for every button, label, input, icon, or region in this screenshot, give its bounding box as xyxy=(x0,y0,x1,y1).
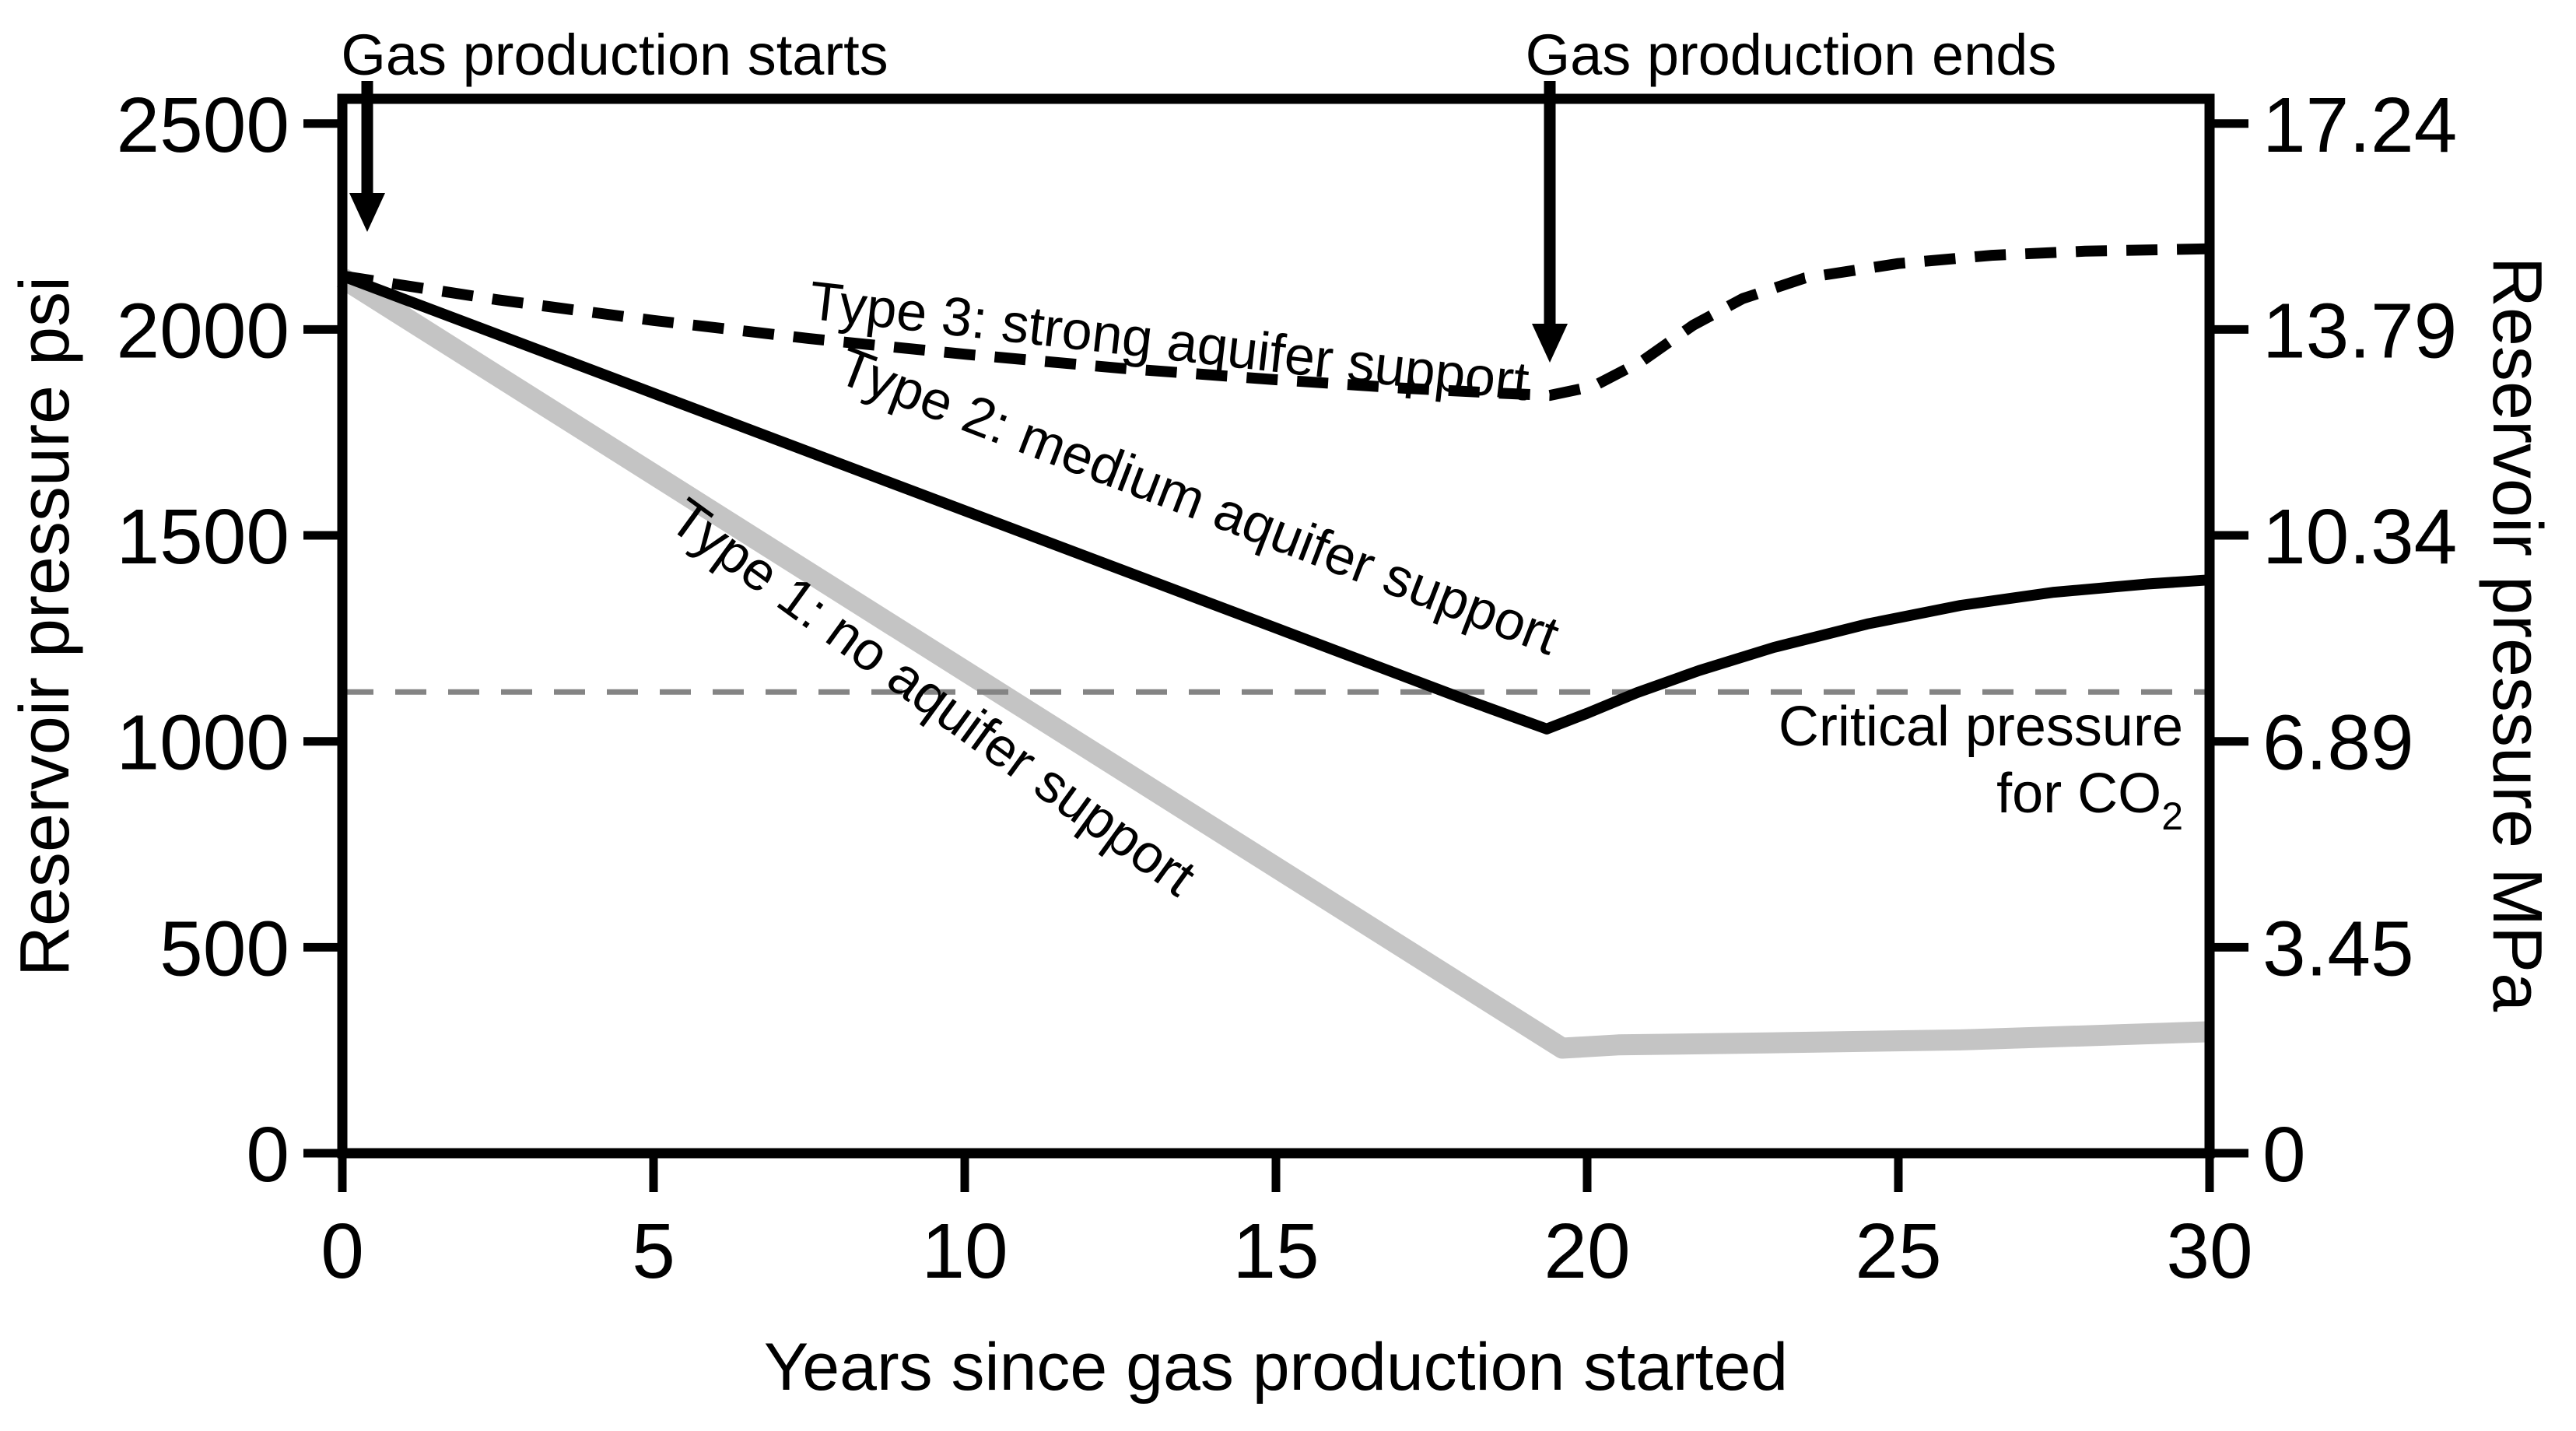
y-right-tick-label-0: 0 xyxy=(2262,1111,2306,1198)
curve-label-type1: Type 1: no aquifer support xyxy=(659,486,1207,907)
y-left-tick-label-2000: 2000 xyxy=(117,287,289,374)
arrow-production-ends-head-icon xyxy=(1532,324,1568,363)
x-tick-label-25: 25 xyxy=(1855,1208,1941,1295)
y-right-tick-label-3.45: 3.45 xyxy=(2262,905,2414,992)
y-axis-title-left: Reservoir pressure psi xyxy=(6,276,84,977)
x-tick-label-20: 20 xyxy=(1544,1208,1630,1295)
y-left-tick-label-500: 500 xyxy=(159,905,289,992)
critical-pressure-label-subscript: 2 xyxy=(2161,794,2183,838)
x-tick-label-15: 15 xyxy=(1232,1208,1319,1295)
series-layer-background xyxy=(336,268,2210,1059)
series-line-3 xyxy=(341,243,2210,402)
arrow-production-starts-head-icon xyxy=(349,193,385,232)
y-left-tick-label-2500: 2500 xyxy=(117,82,289,169)
y-left-tick-label-1500: 1500 xyxy=(117,493,289,580)
y-right-tick-label-17.24: 17.24 xyxy=(2262,82,2457,169)
event-arrows-layer xyxy=(349,81,1568,363)
y-left-tick-label-0: 0 xyxy=(246,1111,289,1198)
x-tick-label-5: 5 xyxy=(632,1208,675,1295)
critical-pressure-label-line2: for CO2 xyxy=(1996,763,2183,838)
series-layer-foreground xyxy=(340,243,2210,735)
x-tick-label-0: 0 xyxy=(321,1208,364,1295)
y-right-tick-label-6.89: 6.89 xyxy=(2262,700,2414,787)
x-tick-label-10: 10 xyxy=(921,1208,1008,1295)
critical-pressure-label-line2-text: for CO xyxy=(1996,763,2161,825)
y-axis-title-right: Reservoir pressure MPa xyxy=(2478,257,2556,1012)
series-line-2 xyxy=(340,271,2210,735)
critical-pressure-label-line1: Critical pressure xyxy=(1779,696,2183,758)
x-axis-title: Years since gas production started xyxy=(764,1330,1788,1405)
y-right-tick-label-13.79: 13.79 xyxy=(2262,287,2457,374)
x-tick-label-30: 30 xyxy=(2166,1208,2252,1295)
series-line-1 xyxy=(336,268,2210,1059)
y-left-tick-label-1000: 1000 xyxy=(117,700,289,787)
y-right-tick-label-10.34: 10.34 xyxy=(2262,493,2457,580)
annotation-gas-production-starts: Gas production starts xyxy=(341,23,888,87)
annotation-gas-production-ends: Gas production ends xyxy=(1526,23,2057,87)
